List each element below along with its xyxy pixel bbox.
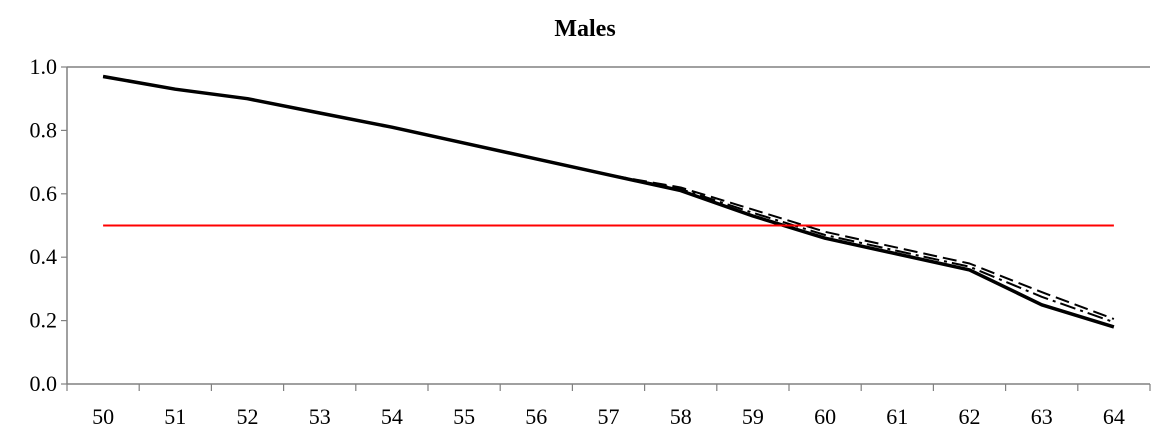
x-tick-label: 61 [886,404,908,429]
x-tick-label: 59 [742,404,764,429]
x-tick-label: 62 [959,404,981,429]
y-tick-label: 0.4 [30,244,58,269]
series-line-dashdot [102,75,1115,324]
chart-title: Males [554,16,615,42]
x-tick-label: 51 [164,404,186,429]
x-tick-label: 52 [237,404,259,429]
x-tick-label: 54 [381,404,403,429]
series-line-dashed [102,75,1115,320]
y-tick-label: 1.0 [30,54,58,79]
x-tick-label: 60 [814,404,836,429]
x-tick-label: 50 [92,404,114,429]
x-tick-label: 58 [670,404,692,429]
series-layer [102,74,1115,329]
x-tick-label: 53 [309,404,331,429]
y-tick-label: 0.6 [30,181,58,206]
y-tick-label: 0.0 [30,371,58,396]
x-tick-label: 57 [598,404,620,429]
y-ticks: 0.0 0.2 0.4 0.6 0.8 1.0 [30,54,67,396]
x-ticks: 50 51 52 53 54 55 56 57 58 59 60 61 62 63 64 [66,384,1151,429]
x-tick-label: 55 [453,404,475,429]
x-tick-label: 63 [1031,404,1053,429]
x-tick-label: 64 [1103,404,1125,429]
y-tick-label: 0.2 [30,308,58,333]
series-line-solid [102,74,1115,329]
x-tick-label: 56 [525,404,547,429]
y-tick-label: 0.8 [30,117,58,142]
